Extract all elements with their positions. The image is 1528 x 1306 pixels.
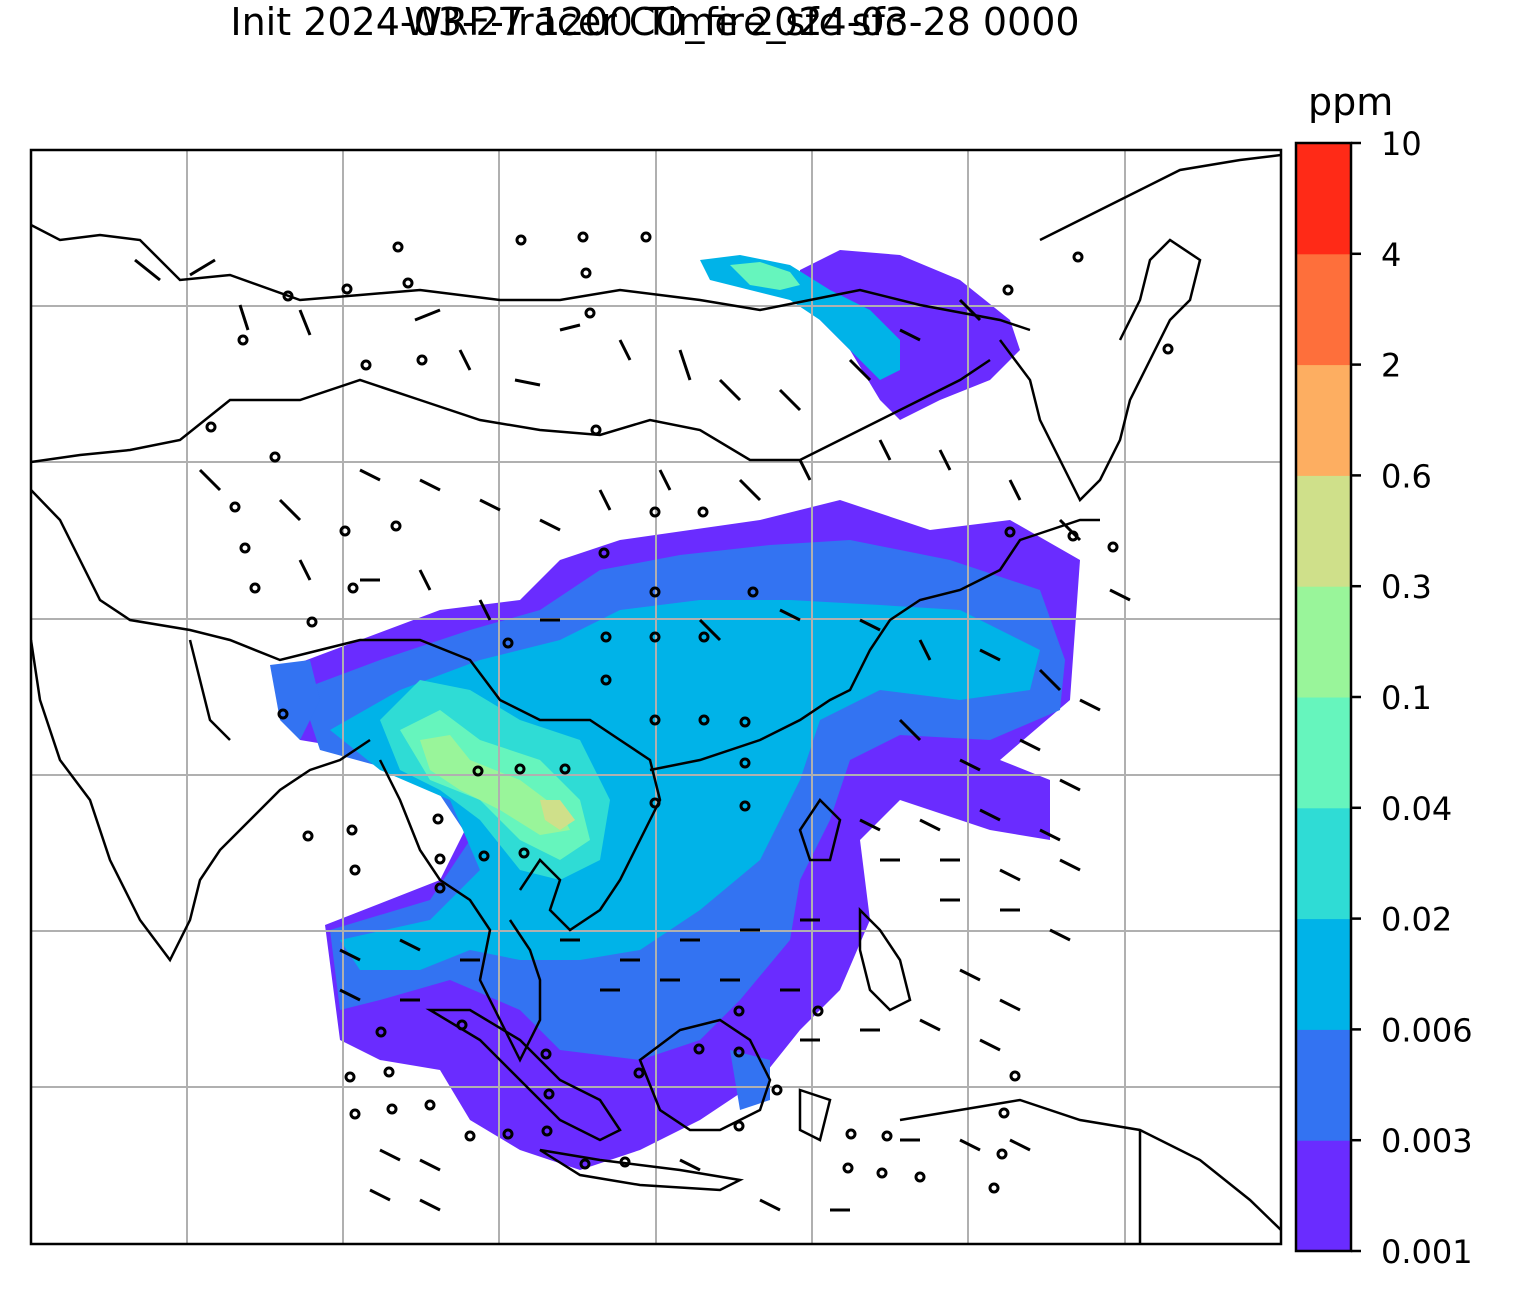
colorbar-tick-label: 0.003 [1381,1122,1473,1160]
coastlines [31,153,1281,1244]
colorbar-tick-label: 2 [1381,347,1401,385]
colorbar-tick-label: 0.001 [1381,1233,1473,1271]
colorbar-tick-label: 0.04 [1381,790,1452,828]
colorbar-band [1296,253,1351,366]
north-plume-mid [700,255,900,380]
colorbar-band [1296,697,1351,809]
colorbar-tick-label: 0.6 [1381,457,1432,495]
colorbar-tick-label: 0.1 [1381,679,1432,717]
colorbar-band [1296,364,1351,476]
plume-hotspot-peak [420,735,570,835]
colorbar-band [1296,1029,1351,1141]
colorbar-band [1296,1140,1351,1252]
colorbar-unit-label: ppm [1308,80,1394,124]
map-frame [29,148,1283,1246]
colorbar-ticks: 0.001 0.003 0.006 0.02 0.04 0.1 0.3 0.6 2 4 10 [1351,125,1473,1271]
borneo-patch [730,1050,770,1110]
wind-barbs [134,258,1131,1212]
colorbar-band [1296,143,1351,255]
colorbar-tick-label: 0.02 [1381,901,1452,939]
colorbar-tick-label: 0.3 [1381,568,1432,606]
colorbar-tick-label: 4 [1381,236,1401,274]
colorbar-tick-label: 0.006 [1381,1011,1473,1049]
north-plume-peak [730,262,800,290]
colorbar-tick-label: 10 [1381,125,1422,163]
calm-wind-circles [205,231,1174,1194]
colorbar-frame [1294,141,1353,1253]
colorbar-bands [1296,143,1351,1252]
colorbar-band [1296,586,1351,698]
colorbar-band [1296,475,1351,587]
map-title-line-2: Init 2024-03-27 1200 Time 2024-03-28 000… [230,0,1080,44]
plume-hotspot-max [540,800,575,830]
west-patch [270,660,320,740]
colorbar-band [1296,807,1351,920]
colorbar-band [1296,918,1351,1030]
map-title-line-1: WRF-Tracer CO_fire_sfc sfc [404,0,906,44]
plume-region-high [330,600,1040,970]
